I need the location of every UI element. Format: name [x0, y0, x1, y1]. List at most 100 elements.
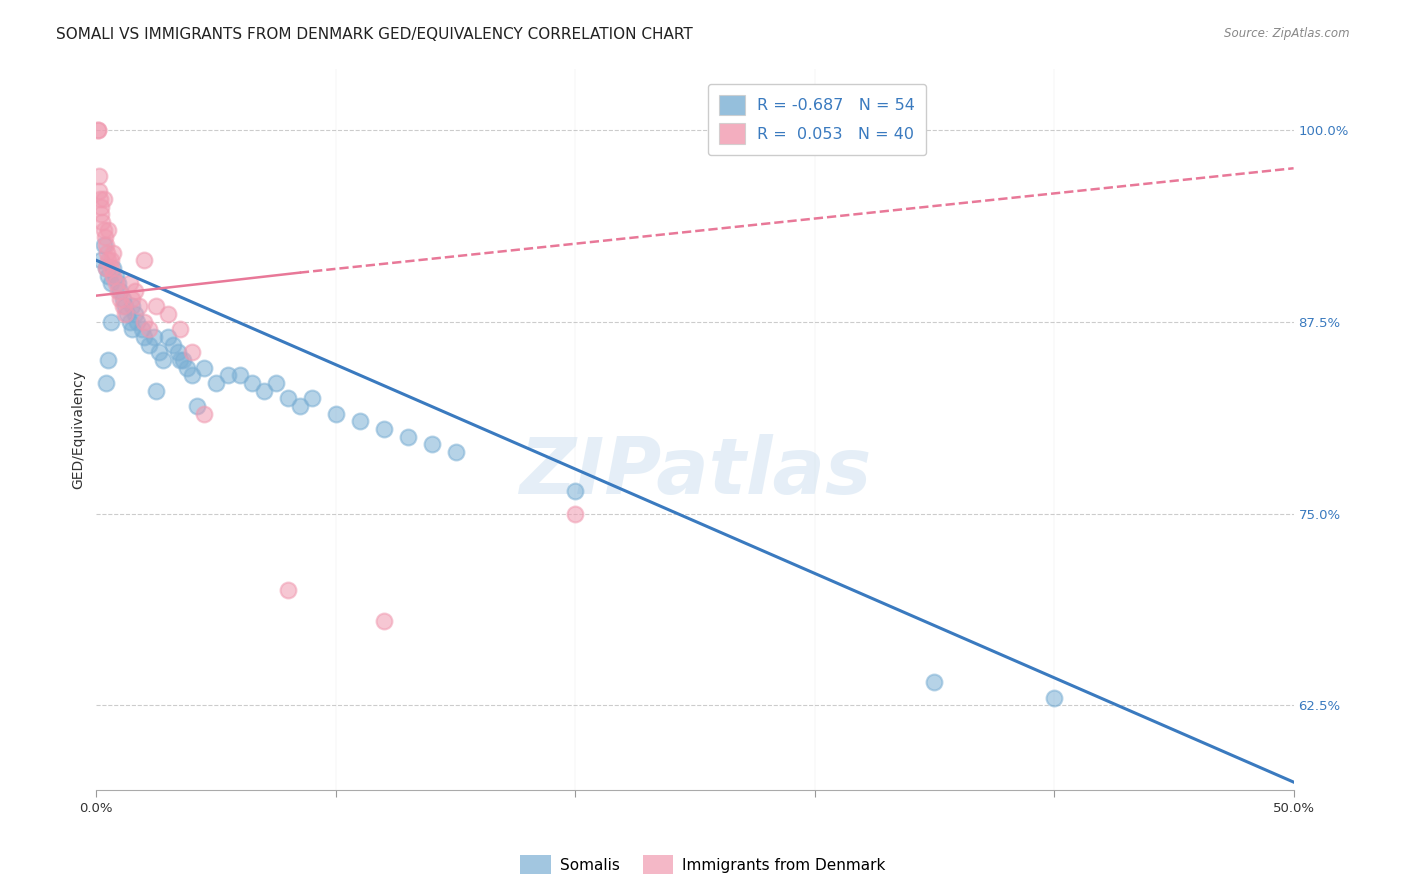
Point	[134, 253, 156, 268]
Point	[181, 368, 204, 383]
Point	[162, 337, 184, 351]
Point	[110, 284, 132, 298]
Point	[100, 253, 122, 268]
Point	[181, 345, 204, 359]
Point	[100, 260, 122, 275]
Point	[111, 292, 134, 306]
Legend: R = -0.687   N = 54, R =  0.053   N = 40: R = -0.687 N = 54, R = 0.053 N = 40	[707, 84, 927, 155]
Point	[253, 384, 276, 398]
Text: SOMALI VS IMMIGRANTS FROM DENMARK GED/EQUIVALENCY CORRELATION CHART: SOMALI VS IMMIGRANTS FROM DENMARK GED/EQ…	[56, 27, 693, 42]
Point	[97, 268, 120, 283]
Point	[301, 392, 323, 406]
Point	[240, 376, 263, 390]
Y-axis label: GED/Equivalency: GED/Equivalency	[72, 369, 86, 489]
Text: Source: ZipAtlas.com: Source: ZipAtlas.com	[1225, 27, 1350, 40]
Legend: Somalis, Immigrants from Denmark: Somalis, Immigrants from Denmark	[515, 849, 891, 880]
Point	[124, 284, 146, 298]
Point	[131, 322, 153, 336]
Point	[193, 407, 215, 421]
Point	[89, 192, 111, 206]
Point	[325, 407, 347, 421]
Point	[169, 322, 191, 336]
Point	[121, 299, 143, 313]
Point	[114, 307, 136, 321]
Point	[90, 253, 112, 268]
Point	[205, 376, 228, 390]
Point	[148, 345, 170, 359]
Point	[111, 299, 134, 313]
Point	[142, 330, 165, 344]
Point	[176, 360, 198, 375]
Point	[166, 345, 188, 359]
Point	[349, 414, 371, 428]
Point	[152, 353, 174, 368]
Point	[118, 315, 141, 329]
Point	[396, 430, 419, 444]
Point	[97, 222, 120, 236]
Point	[186, 399, 208, 413]
Point	[87, 169, 110, 183]
Point	[121, 322, 143, 336]
Point	[169, 353, 191, 368]
Point	[94, 376, 117, 390]
Point	[100, 315, 122, 329]
Point	[90, 207, 112, 221]
Point	[124, 307, 146, 321]
Point	[145, 384, 167, 398]
Point	[94, 260, 117, 275]
Point	[93, 222, 115, 236]
Point	[114, 299, 136, 313]
Point	[101, 260, 124, 275]
Point	[93, 230, 115, 244]
Point	[89, 184, 111, 198]
Point	[145, 299, 167, 313]
Point	[1043, 690, 1066, 705]
Point	[94, 238, 117, 252]
Point	[157, 330, 180, 344]
Point	[94, 260, 117, 275]
Point	[277, 583, 299, 598]
Point	[134, 315, 156, 329]
Point	[107, 277, 129, 291]
Point	[121, 292, 143, 306]
Point	[118, 277, 141, 291]
Point	[373, 614, 395, 628]
Point	[134, 330, 156, 344]
Text: ZIPatlas: ZIPatlas	[519, 434, 872, 510]
Point	[138, 337, 160, 351]
Point	[93, 238, 115, 252]
Point	[86, 123, 108, 137]
Point	[264, 376, 287, 390]
Point	[96, 245, 118, 260]
Point	[100, 277, 122, 291]
Point	[172, 353, 194, 368]
Point	[217, 368, 239, 383]
Point	[128, 299, 150, 313]
Point	[564, 483, 586, 498]
Point	[924, 675, 946, 690]
Point	[91, 215, 114, 229]
Point	[101, 268, 124, 283]
Point	[277, 392, 299, 406]
Point	[138, 322, 160, 336]
Point	[288, 399, 311, 413]
Point	[90, 200, 112, 214]
Point	[101, 245, 124, 260]
Point	[444, 445, 467, 459]
Point	[87, 123, 110, 137]
Point	[125, 315, 148, 329]
Point	[564, 507, 586, 521]
Point	[104, 277, 127, 291]
Point	[229, 368, 252, 383]
Point	[104, 268, 127, 283]
Point	[93, 192, 115, 206]
Point	[97, 253, 120, 268]
Point	[193, 360, 215, 375]
Point	[157, 307, 180, 321]
Point	[373, 422, 395, 436]
Point	[420, 437, 443, 451]
Point	[107, 284, 129, 298]
Point	[97, 353, 120, 368]
Point	[110, 292, 132, 306]
Point	[117, 307, 139, 321]
